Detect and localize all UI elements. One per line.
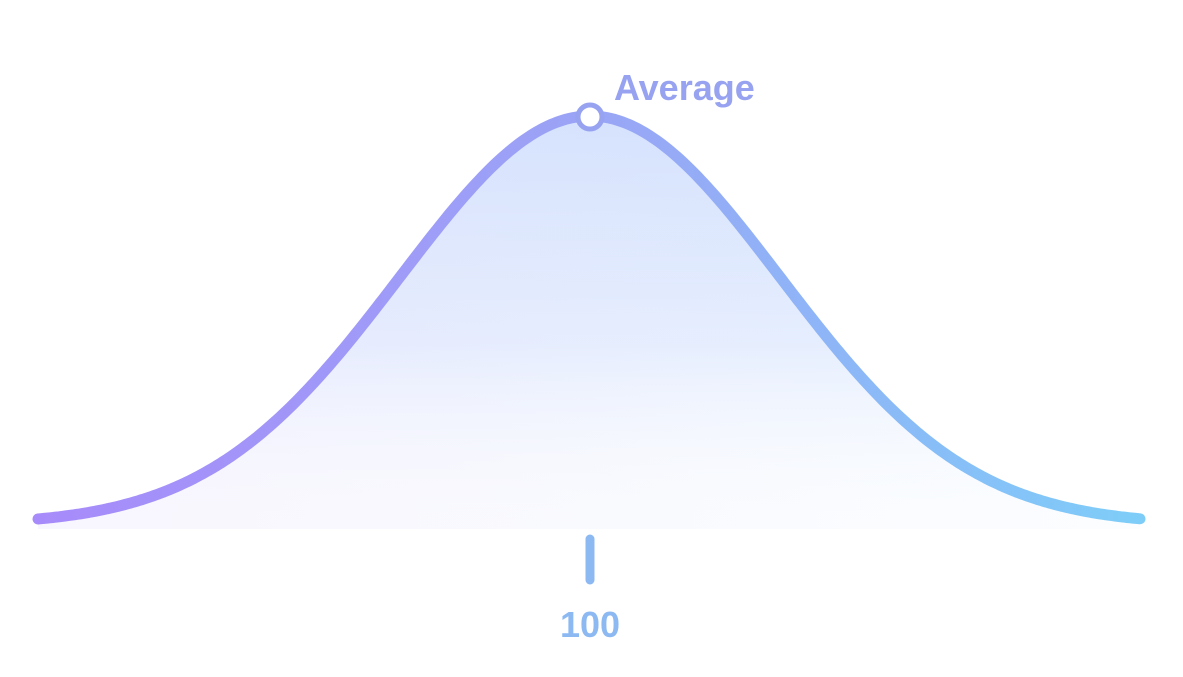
peak-marker bbox=[575, 102, 605, 132]
curve-area-tint bbox=[38, 116, 1140, 529]
peak-label: Average bbox=[614, 67, 755, 108]
x-tick-label: 100 bbox=[560, 604, 620, 645]
